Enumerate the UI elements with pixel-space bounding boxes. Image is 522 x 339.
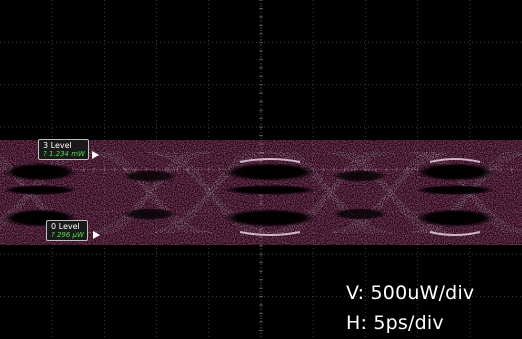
eye-opening bbox=[332, 170, 388, 182]
level-marker-low-arrow-icon[interactable] bbox=[93, 231, 100, 239]
level-marker-low-label: 0 Level bbox=[51, 222, 80, 231]
eye-transition-trace bbox=[111, 151, 213, 234]
level-marker-high-label: 3 Level bbox=[43, 141, 72, 150]
level-marker-high[interactable]: 3 Level ? 1.234 mW bbox=[38, 139, 89, 160]
eye-transition-trace bbox=[171, 151, 273, 234]
eye-opening bbox=[2, 185, 78, 195]
eye-transition-trace bbox=[327, 151, 429, 234]
eye-opening bbox=[2, 163, 78, 181]
eye-transition-trace bbox=[105, 151, 207, 234]
eye-opening bbox=[222, 209, 318, 227]
eye-rail-highlight bbox=[429, 158, 481, 163]
eye-rail-highlight bbox=[429, 231, 481, 236]
level-marker-high-value: ? 1.234 mW bbox=[43, 150, 85, 158]
eye-transition-trace bbox=[345, 151, 447, 234]
eye-transition-trace bbox=[159, 151, 261, 234]
eye-opening bbox=[122, 208, 178, 220]
horizontal-scale-label: H: 5ps/div bbox=[346, 312, 444, 334]
eye-opening bbox=[415, 163, 495, 181]
level-marker-high-arrow-icon[interactable] bbox=[92, 151, 99, 159]
eye-rail-highlight bbox=[239, 158, 301, 163]
eye-transition-trace bbox=[273, 151, 375, 234]
eye-opening bbox=[415, 185, 495, 195]
eye-rail-highlight bbox=[239, 231, 301, 236]
eye-transition-trace bbox=[333, 151, 435, 234]
vertical-scale-label: V: 500uW/div bbox=[346, 282, 475, 304]
eye-opening bbox=[332, 208, 388, 220]
eye-opening bbox=[122, 170, 178, 182]
eye-transition-trace bbox=[279, 151, 381, 234]
eye-transition-trace bbox=[339, 151, 441, 234]
eye-transition-trace bbox=[285, 151, 387, 234]
eye-transition-trace bbox=[291, 151, 393, 234]
eye-opening bbox=[222, 185, 318, 195]
eye-opening bbox=[415, 209, 495, 227]
eye-transition-trace bbox=[99, 151, 201, 234]
eye-opening bbox=[222, 163, 318, 181]
eye-transition-trace bbox=[153, 151, 255, 234]
level-marker-low[interactable]: 0 Level ? 296 μW bbox=[46, 220, 88, 241]
eye-transition-trace bbox=[351, 151, 453, 234]
eye-transition-trace bbox=[93, 151, 195, 234]
eye-transition-trace bbox=[147, 151, 249, 234]
eye-transition-trace bbox=[165, 151, 267, 234]
level-marker-low-value: ? 296 μW bbox=[51, 231, 84, 239]
